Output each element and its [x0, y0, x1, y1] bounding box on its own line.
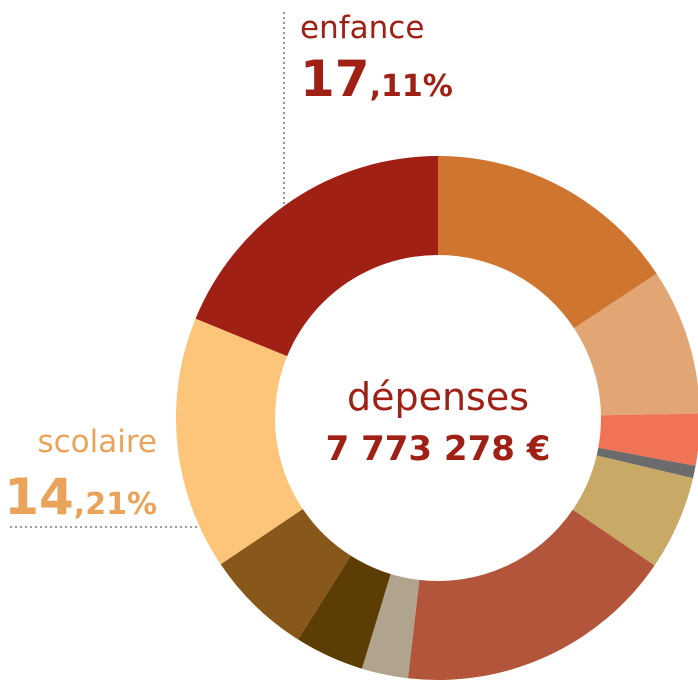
slice: [361, 573, 420, 679]
value-label: 14,21%: [4, 468, 157, 526]
slice: [195, 155, 438, 357]
center-value: 7 773 278 €: [326, 429, 551, 469]
slice: [596, 447, 696, 479]
slice: [297, 555, 391, 669]
slices: [176, 155, 698, 681]
slice: [598, 413, 698, 466]
slice: [572, 455, 693, 566]
value-label: 17,11%: [300, 50, 453, 108]
category-label: enfance: [300, 10, 424, 46]
slice: [220, 509, 351, 640]
slice: [438, 156, 657, 329]
category-label: scolaire: [37, 424, 157, 460]
slice: [574, 273, 698, 416]
center-title: dépenses: [347, 375, 529, 419]
slice: [407, 509, 655, 681]
slice: [176, 318, 303, 565]
